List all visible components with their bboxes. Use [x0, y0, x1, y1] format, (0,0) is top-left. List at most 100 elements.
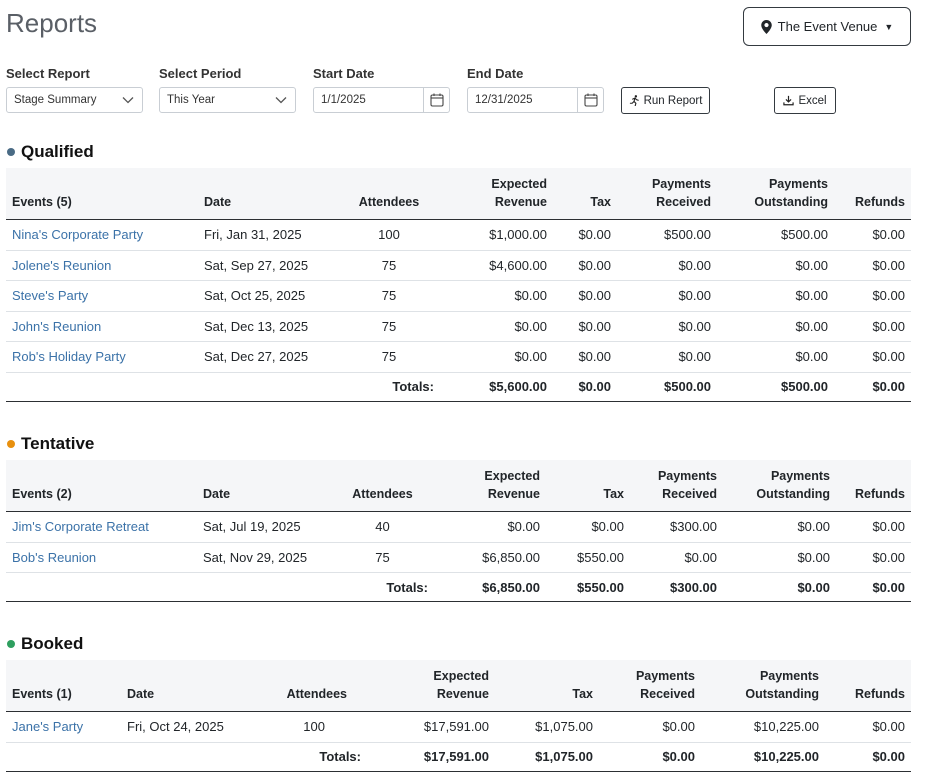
col-payments-outstanding: Payments Outstanding — [723, 460, 836, 512]
event-date: Sat, Dec 27, 2025 — [198, 341, 338, 373]
event-expected-revenue: $1,000.00 — [440, 219, 553, 251]
page-title: Reports — [6, 8, 98, 38]
event-payments-outstanding: $0.00 — [723, 542, 836, 573]
col-date: Date — [198, 168, 338, 220]
event-link[interactable]: Bob's Reunion — [12, 549, 97, 565]
start-date-field[interactable]: 1/1/2025 — [313, 87, 450, 113]
table-row: John's Reunion Sat, Dec 13, 2025 75 $0.0… — [6, 311, 911, 342]
select-report-value: Stage Summary — [14, 94, 97, 106]
end-date-label: End Date — [467, 66, 524, 81]
col-attendees: Attendees — [238, 660, 367, 712]
table-row: Steve's Party Sat, Oct 25, 2025 75 $0.00… — [6, 280, 911, 312]
totals-row: Totals: $17,591.00 $1,075.00 $0.00 $10,2… — [6, 742, 911, 772]
event-payments-received: $0.00 — [617, 280, 717, 312]
qualified-title: Qualified — [21, 142, 94, 161]
event-payments-outstanding: $0.00 — [723, 511, 836, 543]
select-report-dropdown[interactable]: Stage Summary — [6, 87, 143, 113]
event-link[interactable]: Jolene's Reunion — [12, 257, 112, 273]
col-refunds: Refunds — [825, 660, 911, 712]
total-refunds: $0.00 — [836, 572, 911, 602]
event-tax: $0.00 — [546, 511, 630, 543]
col-payments-received: Payments Received — [617, 168, 717, 220]
tentative-status-dot — [7, 440, 15, 448]
total-payments-received: $0.00 — [599, 742, 701, 772]
event-refunds: $0.00 — [834, 280, 911, 312]
total-tax: $1,075.00 — [495, 742, 599, 772]
event-tax: $1,075.00 — [495, 711, 599, 743]
totals-row: Totals: $6,850.00 $550.00 $300.00 $0.00 … — [6, 572, 911, 602]
col-date: Date — [197, 460, 331, 512]
event-expected-revenue: $4,600.00 — [440, 250, 553, 281]
event-payments-outstanding: $500.00 — [717, 219, 834, 251]
event-attendees: 75 — [338, 280, 440, 312]
select-period-dropdown[interactable]: This Year — [159, 87, 296, 113]
venue-label: The Event Venue — [777, 19, 878, 34]
select-period-value: This Year — [167, 94, 215, 106]
col-tax: Tax — [495, 660, 599, 712]
event-link[interactable]: Nina's Corporate Party — [12, 227, 144, 243]
event-payments-received: $0.00 — [599, 711, 701, 743]
table-row: Nina's Corporate Party Fri, Jan 31, 2025… — [6, 219, 911, 251]
venue-selector-button[interactable]: The Event Venue ▼ — [743, 7, 911, 46]
table-row: Jolene's Reunion Sat, Sep 27, 2025 75 $4… — [6, 250, 911, 281]
end-date-field[interactable]: 12/31/2025 — [467, 87, 604, 113]
event-date: Sat, Jul 19, 2025 — [197, 511, 331, 543]
event-attendees: 100 — [338, 219, 440, 251]
col-attendees: Attendees — [338, 168, 440, 220]
event-expected-revenue: $0.00 — [440, 341, 553, 373]
event-tax: $0.00 — [553, 250, 617, 281]
col-expected-revenue: Expected Revenue — [434, 460, 546, 512]
total-payments-received: $300.00 — [630, 572, 723, 602]
event-tax: $0.00 — [553, 219, 617, 251]
select-report-label: Select Report — [6, 66, 90, 81]
event-attendees: 75 — [338, 250, 440, 281]
excel-label: Excel — [798, 94, 827, 107]
event-link[interactable]: Steve's Party — [12, 288, 89, 304]
event-tax: $0.00 — [553, 311, 617, 342]
qualified-status-dot — [7, 148, 15, 156]
event-link[interactable]: Jim's Corporate Retreat — [12, 519, 149, 535]
event-expected-revenue: $0.00 — [434, 511, 546, 543]
end-date-picker-button[interactable] — [577, 88, 603, 112]
start-date-label: Start Date — [313, 66, 375, 81]
start-date-value: 1/1/2025 — [321, 94, 366, 106]
col-events: Events (2) — [6, 460, 197, 512]
event-payments-outstanding: $0.00 — [717, 280, 834, 312]
col-payments-outstanding: Payments Outstanding — [717, 168, 834, 220]
col-payments-received: Payments Received — [599, 660, 701, 712]
total-refunds: $0.00 — [825, 742, 911, 772]
totals-row: Totals: $5,600.00 $0.00 $500.00 $500.00 … — [6, 372, 911, 402]
event-attendees: 75 — [338, 341, 440, 373]
event-payments-outstanding: $0.00 — [717, 311, 834, 342]
event-attendees: 100 — [238, 711, 367, 743]
start-date-picker-button[interactable] — [423, 88, 449, 112]
col-tax: Tax — [546, 460, 630, 512]
event-link[interactable]: Rob's Holiday Party — [12, 349, 126, 365]
event-tax: $0.00 — [553, 280, 617, 312]
total-expected-revenue: $17,591.00 — [367, 742, 495, 772]
event-refunds: $0.00 — [834, 341, 911, 373]
event-tax: $0.00 — [553, 341, 617, 373]
col-payments-received: Payments Received — [630, 460, 723, 512]
event-refunds: $0.00 — [834, 250, 911, 281]
event-link[interactable]: John's Reunion — [12, 318, 102, 334]
total-payments-received: $500.00 — [617, 372, 717, 402]
booked-title: Booked — [21, 634, 84, 653]
excel-export-button[interactable]: Excel — [774, 87, 836, 114]
tentative-title: Tentative — [21, 434, 95, 453]
chevron-down-icon — [122, 97, 134, 104]
end-date-group: End Date 12/31/2025 — [467, 66, 604, 113]
total-payments-outstanding: $500.00 — [717, 372, 834, 402]
booked-section: Booked Events (1) Date Attendees Expecte… — [6, 633, 911, 772]
map-pin-icon — [760, 19, 772, 34]
event-date: Fri, Oct 24, 2025 — [121, 711, 238, 743]
event-date: Sat, Sep 27, 2025 — [198, 250, 338, 281]
caret-down-icon: ▼ — [884, 21, 894, 32]
col-expected-revenue: Expected Revenue — [440, 168, 553, 220]
total-tax: $0.00 — [553, 372, 617, 402]
run-report-button[interactable]: Run Report — [621, 87, 710, 114]
event-link[interactable]: Jane's Party — [12, 719, 84, 735]
calendar-icon — [429, 93, 444, 107]
booked-status-dot — [7, 640, 15, 648]
event-date: Sat, Nov 29, 2025 — [197, 542, 331, 573]
